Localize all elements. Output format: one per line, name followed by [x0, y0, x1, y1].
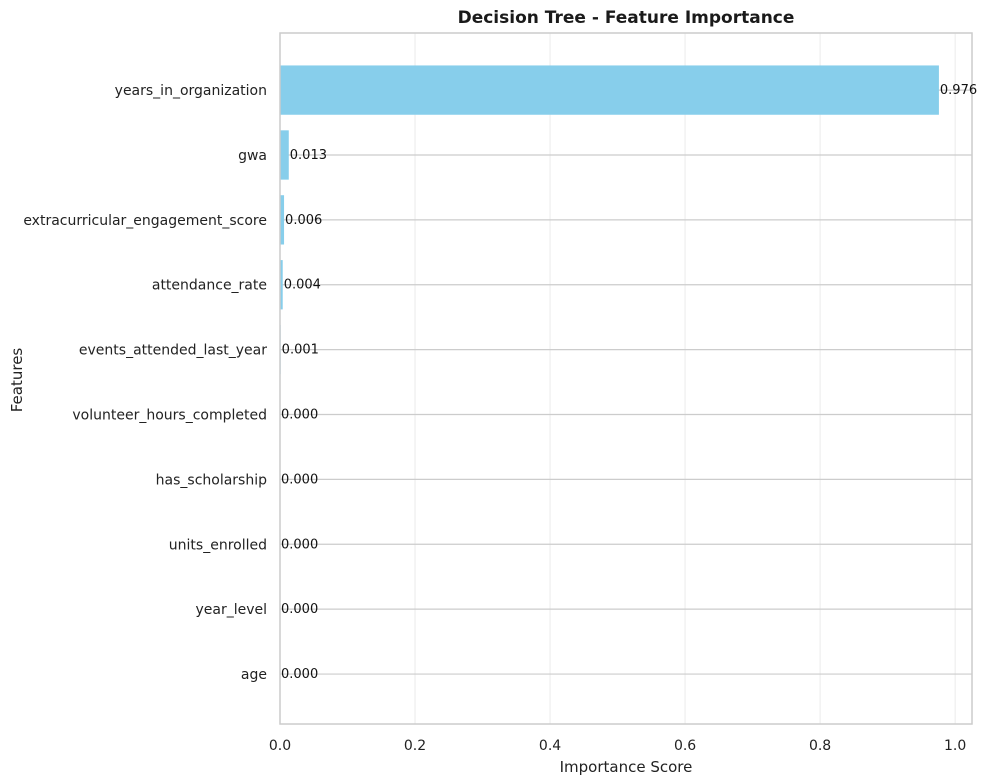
data-label: 0.976	[940, 83, 977, 98]
data-label: 0.001	[282, 343, 319, 358]
category-label: years_in_organization	[115, 83, 267, 99]
data-labels: 0.976 0.013 0.006 0.004 0.001 0.000 0.000 0.000…	[281, 83, 977, 682]
x-tick-labels: 0.0 0.2 0.4 0.6 0.8 1.0	[269, 738, 966, 754]
x-tick-label: 0.8	[809, 738, 831, 754]
category-label: age	[241, 667, 267, 683]
x-axis-label: Importance Score	[560, 758, 693, 776]
grid-layer	[279, 33, 972, 724]
x-tick-label: 1.0	[944, 738, 966, 754]
data-label: 0.000	[281, 667, 318, 682]
x-tick-label: 0.4	[539, 738, 561, 754]
chart-title: Decision Tree - Feature Importance	[458, 8, 795, 28]
bar-gwa	[280, 130, 289, 180]
category-label: events_attended_last_year	[79, 343, 267, 359]
category-label: extracurricular_engagement_score	[23, 213, 267, 229]
bar-extracurricular_engagement_score	[280, 195, 285, 245]
category-label: units_enrolled	[169, 537, 267, 553]
bar-layer	[280, 65, 939, 375]
category-label: gwa	[238, 148, 267, 164]
data-label: 0.000	[281, 537, 318, 552]
data-label: 0.004	[284, 278, 321, 293]
category-label: attendance_rate	[152, 278, 267, 294]
x-tick-label: 0.0	[269, 738, 291, 754]
x-tick-label: 0.2	[404, 738, 426, 754]
data-label: 0.000	[281, 408, 318, 423]
category-label: volunteer_hours_completed	[72, 408, 267, 424]
bar-attendance_rate	[280, 260, 283, 310]
data-label: 0.013	[290, 148, 327, 163]
bar-years_in_organization	[280, 65, 939, 115]
data-label: 0.000	[281, 602, 318, 617]
x-tick-label: 0.6	[674, 738, 696, 754]
plot-frame	[279, 32, 973, 725]
data-label: 0.006	[285, 213, 322, 228]
category-label: year_level	[195, 602, 267, 618]
data-label: 0.000	[281, 472, 318, 487]
y-axis-label: Features	[8, 348, 26, 413]
category-label: has_scholarship	[156, 472, 267, 488]
